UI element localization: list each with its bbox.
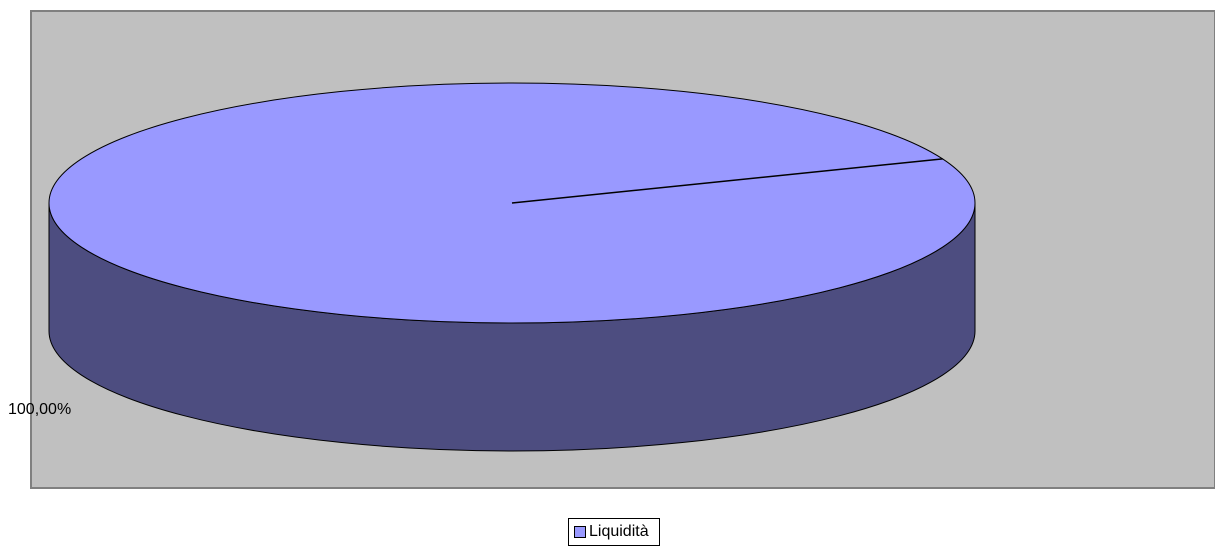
data-label: 100,00% [8,401,71,418]
pie-slice-top-liquidita [48,82,976,324]
legend: Liquidità [568,518,660,546]
legend-label-liquidita: Liquidità [589,523,649,540]
pie-slice-edge [511,158,943,204]
legend-swatch-liquidita [574,526,586,538]
pie-group [48,82,976,452]
